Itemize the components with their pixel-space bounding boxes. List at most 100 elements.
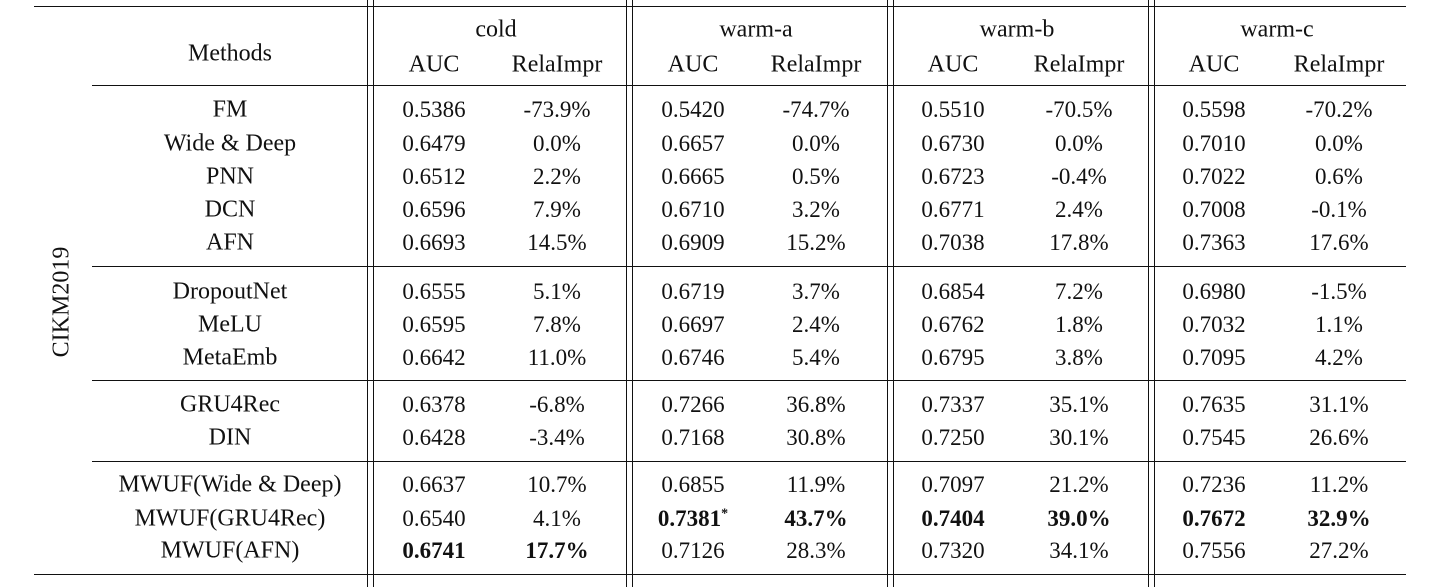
group-rule bbox=[92, 380, 1406, 381]
table-cell: 0.6746 bbox=[661, 345, 725, 370]
method-name: MWUF(Wide & Deep) bbox=[118, 471, 342, 498]
table-cell: 0.5% bbox=[792, 164, 840, 189]
table-cell: 2.4% bbox=[792, 312, 840, 337]
table-bottom-rule bbox=[34, 574, 1406, 575]
table-cell: 0.0% bbox=[533, 131, 581, 156]
group-header: warm-a bbox=[719, 16, 793, 43]
table-cell: 1.8% bbox=[1055, 312, 1103, 337]
table-cell: 14.5% bbox=[527, 230, 587, 255]
table-cell: 0.7337 bbox=[921, 392, 985, 417]
table-cell: 0.7635 bbox=[1182, 392, 1246, 417]
header-rule bbox=[92, 85, 1406, 86]
method-name: MWUF(GRU4Rec) bbox=[134, 505, 326, 532]
table-cell: 0.7250 bbox=[921, 425, 985, 450]
table-cell: 0.0% bbox=[1055, 131, 1103, 156]
table-cell: 0.6762 bbox=[921, 312, 985, 337]
table-cell: 17.7% bbox=[525, 538, 589, 563]
table-cell: 0.5420 bbox=[661, 97, 725, 122]
table-cell: -3.4% bbox=[529, 425, 585, 450]
table-cell: 1.1% bbox=[1315, 312, 1363, 337]
table-cell: 17.8% bbox=[1049, 230, 1109, 255]
method-name: DIN bbox=[208, 424, 252, 451]
column-separator bbox=[367, 0, 374, 587]
table-cell: 0.7556 bbox=[1182, 538, 1246, 563]
table-cell: -73.9% bbox=[523, 97, 591, 122]
table-cell: 0.7038 bbox=[921, 230, 985, 255]
table-cell: 26.6% bbox=[1309, 425, 1369, 450]
table-cell: 0.0% bbox=[1315, 131, 1363, 156]
table-cell: 0.6697 bbox=[661, 312, 725, 337]
table-cell: 4.1% bbox=[533, 506, 581, 531]
method-name: PNN bbox=[205, 163, 255, 190]
table-cell: 0.6540 bbox=[402, 506, 466, 531]
table-cell: 0.5510 bbox=[921, 97, 985, 122]
method-name: MetaEmb bbox=[182, 344, 278, 371]
table-cell: 0.6% bbox=[1315, 164, 1363, 189]
method-name: Wide & Deep bbox=[163, 130, 297, 157]
table-cell: 36.8% bbox=[786, 392, 846, 417]
table-cell: 0.7032 bbox=[1182, 312, 1246, 337]
dataset-label-text: CIKM2019 bbox=[48, 246, 75, 358]
table-cell: 2.2% bbox=[533, 164, 581, 189]
table-cell: 0.6479 bbox=[402, 131, 466, 156]
table-cell: 0.6665 bbox=[661, 164, 725, 189]
table-cell: 0.6730 bbox=[921, 131, 985, 156]
group-rule bbox=[92, 461, 1406, 462]
column-header: AUC bbox=[408, 51, 460, 78]
table-cell: 7.8% bbox=[533, 312, 581, 337]
table-cell: 0.7095 bbox=[1182, 345, 1246, 370]
table-cell: 0.7363 bbox=[1182, 230, 1246, 255]
column-separator bbox=[626, 0, 633, 587]
table-cell: 11.0% bbox=[527, 345, 587, 370]
table-cell: 0.6723 bbox=[921, 164, 985, 189]
table-cell: 0.7097 bbox=[921, 472, 985, 497]
table-cell: 10.7% bbox=[527, 472, 587, 497]
group-header: warm-b bbox=[979, 16, 1055, 43]
table-cell: 15.2% bbox=[786, 230, 846, 255]
table-cell: 34.1% bbox=[1049, 538, 1109, 563]
column-header: AUC bbox=[927, 51, 979, 78]
table-cell: 28.3% bbox=[786, 538, 846, 563]
column-header: RelaImpr bbox=[511, 51, 603, 78]
table-cell: 0.7010 bbox=[1182, 131, 1246, 156]
method-name: MeLU bbox=[198, 311, 262, 338]
table-cell: 17.6% bbox=[1309, 230, 1369, 255]
method-name: DCN bbox=[204, 196, 256, 223]
table-cell: -0.4% bbox=[1051, 164, 1107, 189]
table-cell: 0.6719 bbox=[661, 279, 725, 304]
table-cell: 0.5386 bbox=[402, 97, 466, 122]
table-cell: -70.2% bbox=[1305, 97, 1373, 122]
table-cell: 0.6771 bbox=[921, 197, 985, 222]
group-rule bbox=[92, 266, 1406, 267]
column-header: AUC bbox=[667, 51, 719, 78]
table-cell: 0.6555 bbox=[402, 279, 466, 304]
table-cell: 0.7381* bbox=[657, 506, 729, 531]
table-cell: 0.6741 bbox=[402, 538, 466, 563]
table-cell: 7.9% bbox=[533, 197, 581, 222]
method-name: DropoutNet bbox=[172, 278, 288, 305]
table-cell: 0.7168 bbox=[661, 425, 725, 450]
table-cell: 11.2% bbox=[1309, 472, 1369, 497]
table-cell: 32.9% bbox=[1307, 506, 1371, 531]
table-cell: 0.7022 bbox=[1182, 164, 1246, 189]
table-cell: -70.5% bbox=[1045, 97, 1113, 122]
table-cell: -6.8% bbox=[529, 392, 585, 417]
method-name: AFN bbox=[205, 229, 255, 256]
table-cell: 0.7236 bbox=[1182, 472, 1246, 497]
table-cell: 0.6378 bbox=[402, 392, 466, 417]
table-cell: 0.6428 bbox=[402, 425, 466, 450]
table-cell: 0.7320 bbox=[921, 538, 985, 563]
table-cell: 0.7126 bbox=[661, 538, 725, 563]
column-header: RelaImpr bbox=[1033, 51, 1125, 78]
table-cell: 30.8% bbox=[786, 425, 846, 450]
table-cell: 0.7008 bbox=[1182, 197, 1246, 222]
table-cell: 0.6795 bbox=[921, 345, 985, 370]
table-cell: 0.7672 bbox=[1182, 506, 1246, 531]
method-name: MWUF(AFN) bbox=[160, 537, 300, 564]
table-cell: 27.2% bbox=[1309, 538, 1369, 563]
table-cell: 21.2% bbox=[1049, 472, 1109, 497]
table-cell: 11.9% bbox=[786, 472, 846, 497]
table-cell: -0.1% bbox=[1311, 197, 1367, 222]
table-cell: 0.6657 bbox=[661, 131, 725, 156]
table-cell: 0.6642 bbox=[402, 345, 466, 370]
